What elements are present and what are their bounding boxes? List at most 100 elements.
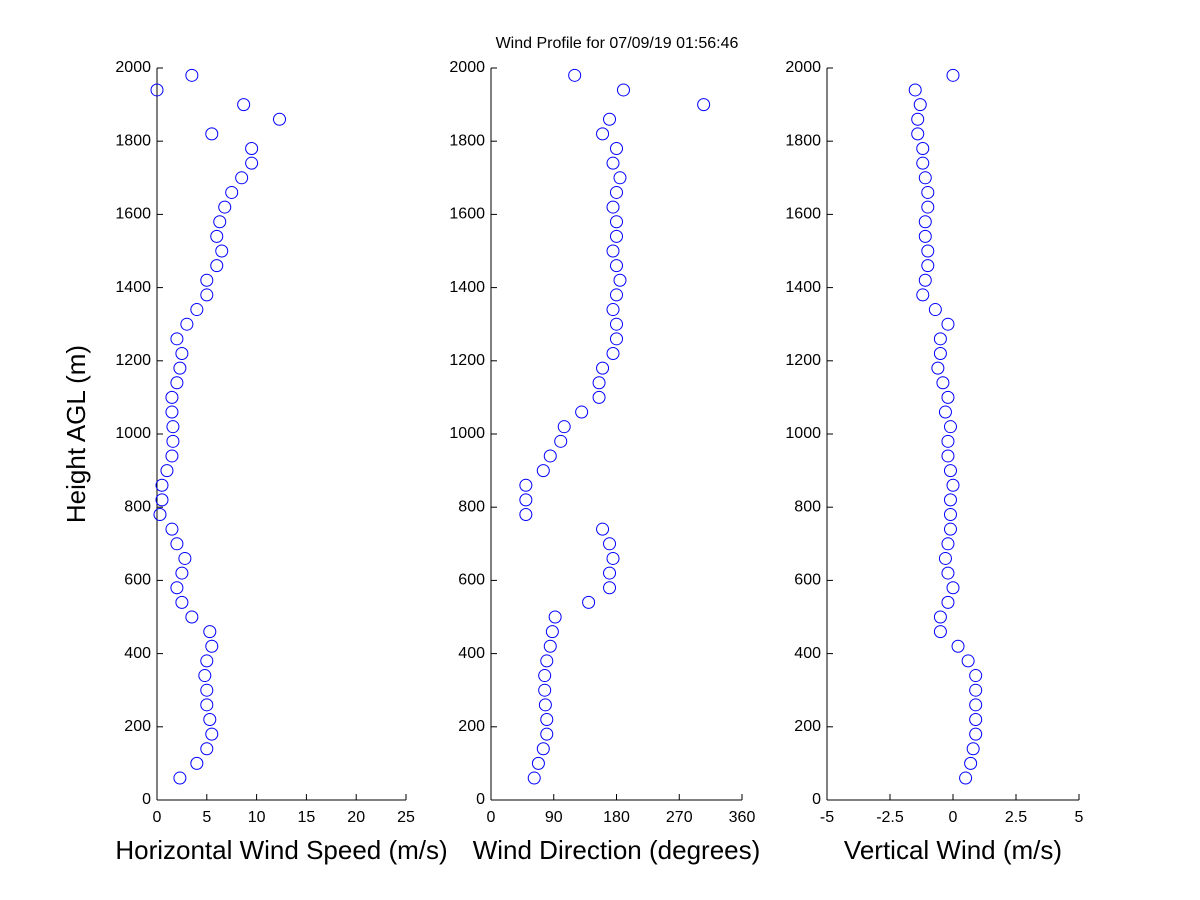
- x-tick-label: 20: [347, 809, 365, 826]
- data-point: [213, 215, 227, 229]
- data-point: [606, 303, 620, 317]
- data-point: [190, 303, 204, 317]
- data-point: [210, 259, 224, 273]
- data-point: [606, 200, 620, 214]
- data-point: [603, 581, 617, 595]
- x-tick-label: -2.5: [876, 809, 904, 826]
- data-point: [596, 361, 610, 375]
- data-point: [941, 434, 955, 448]
- data-point: [165, 449, 179, 463]
- data-point: [918, 229, 932, 243]
- data-point: [237, 98, 251, 112]
- data-point: [150, 83, 164, 97]
- data-point: [911, 112, 925, 126]
- data-point: [946, 68, 960, 82]
- data-point: [943, 493, 957, 507]
- x-tick-label: 25: [397, 809, 415, 826]
- data-point: [613, 273, 627, 287]
- x-tick-label: 5: [202, 809, 211, 826]
- data-point: [173, 771, 187, 785]
- data-point: [933, 610, 947, 624]
- data-point: [943, 522, 957, 536]
- y-tick-label: 1000: [115, 425, 151, 442]
- data-point: [548, 610, 562, 624]
- data-point: [170, 332, 184, 346]
- y-tick-label: 1400: [785, 279, 821, 296]
- data-point: [519, 478, 533, 492]
- data-point: [941, 537, 955, 551]
- y-tick-label: 1600: [785, 206, 821, 223]
- y-tick-label: 0: [812, 791, 821, 808]
- x-tick-label: 5: [1075, 809, 1084, 826]
- data-point: [610, 288, 623, 302]
- data-point: [245, 142, 259, 156]
- data-point: [941, 317, 955, 331]
- data-point: [936, 376, 950, 390]
- data-point: [165, 405, 179, 419]
- data-point: [941, 595, 955, 609]
- data-point: [603, 566, 617, 580]
- data-point: [205, 127, 219, 141]
- x-axis-label: Horizontal Wind Speed (m/s): [115, 835, 447, 865]
- data-point: [531, 756, 545, 770]
- x-tick-label: 90: [545, 809, 563, 826]
- y-tick-label: 600: [458, 572, 485, 589]
- data-point: [596, 522, 610, 536]
- data-point: [946, 581, 960, 595]
- data-point: [941, 390, 955, 404]
- data-point: [918, 215, 932, 229]
- data-point: [519, 493, 533, 507]
- data-point: [969, 669, 983, 683]
- x-tick-label: 2.5: [1005, 809, 1027, 826]
- data-point: [198, 669, 212, 683]
- data-point: [610, 259, 623, 273]
- data-point: [938, 405, 952, 419]
- y-tick-label: 1800: [115, 132, 151, 149]
- data-point: [155, 493, 169, 507]
- data-point: [203, 712, 217, 726]
- data-point: [153, 508, 167, 522]
- data-point: [205, 727, 219, 741]
- x-tick-label: 0: [153, 809, 162, 826]
- y-tick-label: 1000: [449, 425, 485, 442]
- data-point: [933, 625, 947, 639]
- data-point: [931, 361, 945, 375]
- y-tick-label: 2000: [449, 59, 485, 76]
- x-tick-label: 360: [729, 809, 756, 826]
- data-point: [180, 317, 194, 331]
- data-point: [165, 522, 179, 536]
- y-tick-label: 1800: [785, 132, 821, 149]
- data-point: [273, 112, 287, 126]
- data-point: [969, 683, 983, 697]
- y-tick-label: 400: [794, 645, 821, 662]
- y-tick-label: 400: [124, 645, 151, 662]
- data-point: [527, 771, 541, 785]
- data-point: [921, 200, 935, 214]
- data-point: [210, 229, 224, 243]
- y-tick-label: 1400: [449, 279, 485, 296]
- y-tick-label: 1000: [785, 425, 821, 442]
- data-point: [170, 537, 184, 551]
- data-point: [921, 185, 935, 199]
- data-point: [545, 625, 559, 639]
- data-point: [596, 127, 610, 141]
- y-tick-label: 2000: [785, 59, 821, 76]
- data-point: [175, 566, 189, 580]
- y-tick-label: 200: [124, 718, 151, 735]
- data-point: [155, 478, 169, 492]
- data-point: [218, 200, 232, 214]
- x-tick-label: -5: [820, 809, 834, 826]
- data-point: [969, 727, 983, 741]
- data-point: [928, 303, 942, 317]
- data-point: [908, 83, 922, 97]
- y-tick-label: 200: [458, 718, 485, 735]
- data-point: [941, 566, 955, 580]
- data-point: [225, 185, 239, 199]
- data-point: [969, 698, 983, 712]
- data-point: [166, 420, 180, 434]
- data-point: [160, 464, 174, 478]
- data-point: [200, 698, 214, 712]
- data-point: [943, 464, 957, 478]
- data-point: [592, 376, 606, 390]
